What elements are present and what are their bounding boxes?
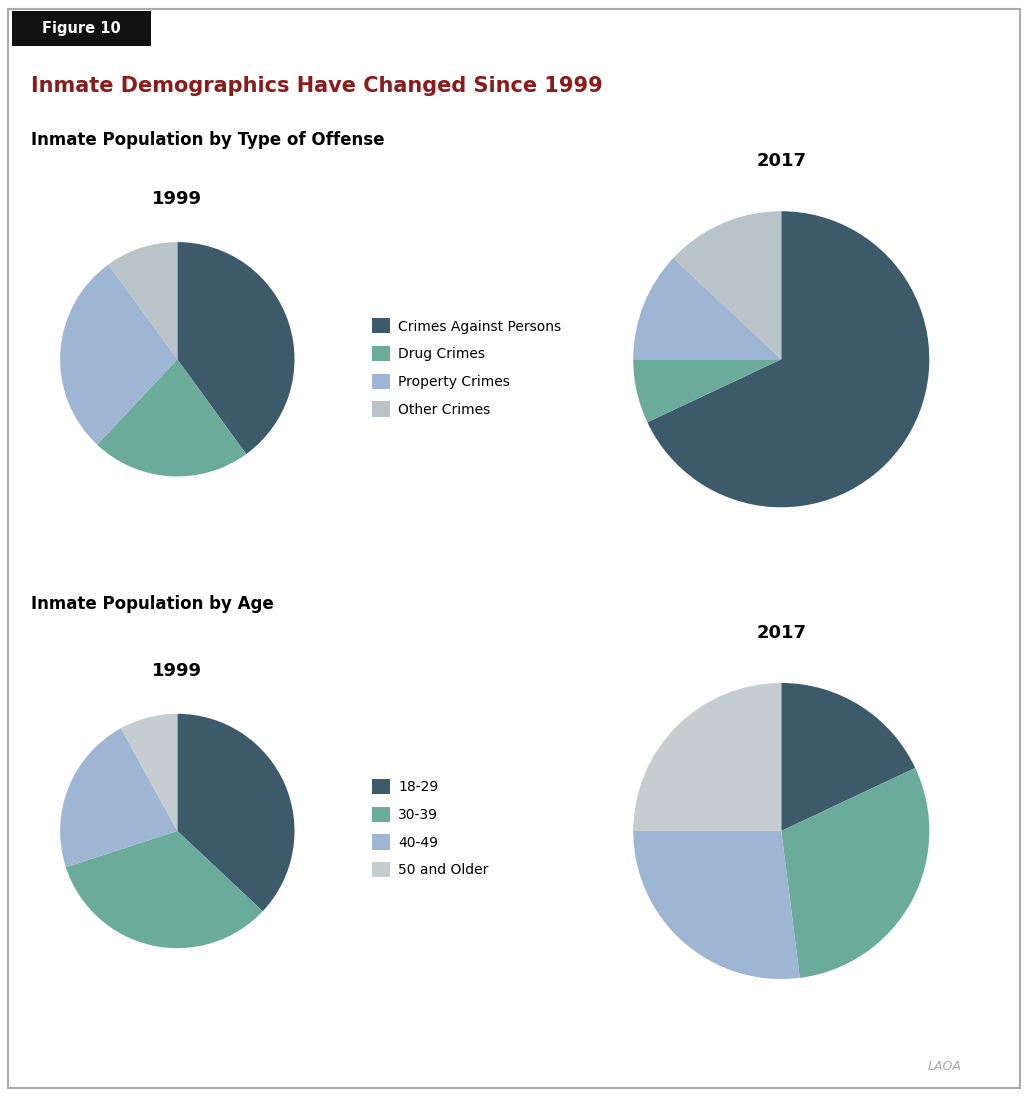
Wedge shape bbox=[781, 768, 929, 977]
Wedge shape bbox=[648, 212, 929, 507]
Wedge shape bbox=[66, 832, 263, 948]
Wedge shape bbox=[177, 242, 294, 454]
Title: 2017: 2017 bbox=[757, 151, 806, 170]
Title: 2017: 2017 bbox=[757, 623, 806, 642]
Text: Figure 10: Figure 10 bbox=[42, 21, 121, 36]
Title: 1999: 1999 bbox=[152, 663, 203, 680]
Wedge shape bbox=[121, 714, 178, 832]
Text: Inmate Population by Type of Offense: Inmate Population by Type of Offense bbox=[31, 131, 384, 149]
Wedge shape bbox=[673, 212, 781, 360]
Wedge shape bbox=[633, 258, 781, 360]
Text: Inmate Demographics Have Changed Since 1999: Inmate Demographics Have Changed Since 1… bbox=[31, 76, 602, 97]
Text: LAOA: LAOA bbox=[927, 1060, 961, 1073]
Wedge shape bbox=[633, 830, 800, 979]
Text: Inmate Population by Age: Inmate Population by Age bbox=[31, 595, 273, 613]
Wedge shape bbox=[633, 359, 781, 422]
Wedge shape bbox=[97, 359, 247, 476]
Title: 1999: 1999 bbox=[152, 191, 203, 208]
Wedge shape bbox=[108, 242, 178, 359]
Wedge shape bbox=[781, 683, 915, 832]
Wedge shape bbox=[633, 683, 781, 832]
Wedge shape bbox=[61, 728, 177, 868]
Wedge shape bbox=[177, 714, 294, 912]
Legend: 18-29, 30-39, 40-49, 50 and Older: 18-29, 30-39, 40-49, 50 and Older bbox=[372, 779, 488, 878]
Legend: Crimes Against Persons, Drug Crimes, Property Crimes, Other Crimes: Crimes Against Persons, Drug Crimes, Pro… bbox=[372, 318, 561, 417]
Wedge shape bbox=[61, 264, 177, 444]
